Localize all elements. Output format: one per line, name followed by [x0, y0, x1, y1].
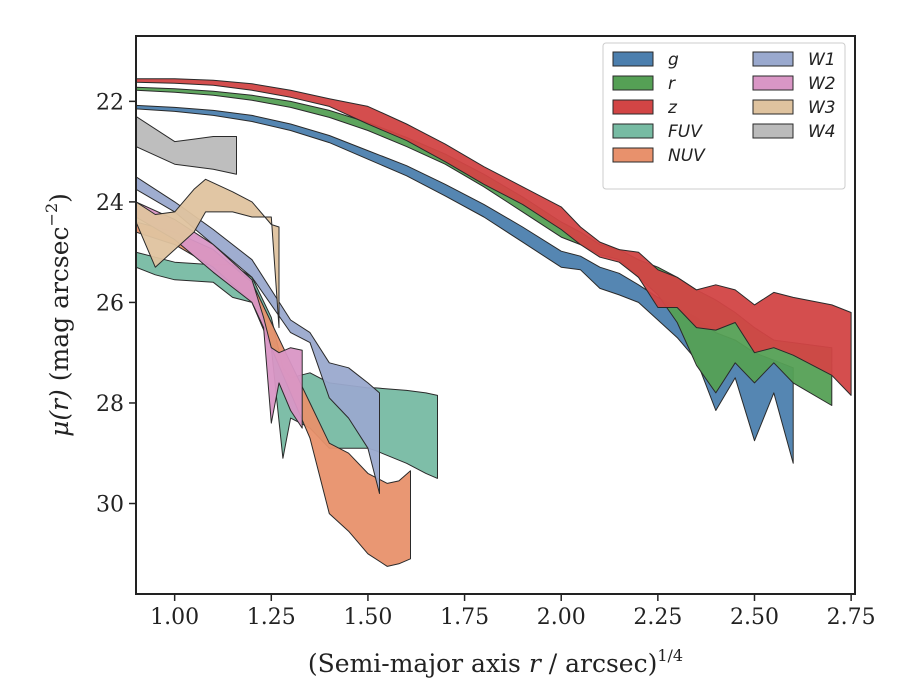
legend-label: W3 [808, 98, 836, 118]
x-tick-label: 2.50 [730, 605, 779, 630]
band-z [136, 78, 852, 396]
x-axis: 1.00 1.25 1.50 1.75 2.00 2.25 2.50 2.75 [150, 594, 876, 630]
x-tick-label: 1.75 [440, 605, 489, 630]
x-tick-label: 1.50 [343, 605, 392, 630]
legend-swatch [612, 99, 654, 115]
legend-label: W1 [808, 50, 836, 70]
legend-item-w2: W2 [752, 74, 836, 94]
legend-item-w1: W1 [752, 50, 836, 70]
legend-swatch [752, 51, 794, 67]
y-tick-label: 24 [96, 191, 124, 216]
x-tick-label: 2.25 [633, 605, 682, 630]
legend-swatch [752, 123, 794, 139]
y-tick-label: 26 [96, 291, 124, 316]
legend-swatch [752, 99, 794, 115]
band-w4 [136, 115, 237, 175]
y-axis-label: μ(r) (mag arcsec−2) [42, 193, 74, 437]
legend-label: W4 [808, 122, 836, 142]
x-tick-label: 2.00 [537, 605, 586, 630]
band-w1 [136, 176, 380, 494]
plot-frame [135, 35, 856, 595]
legend-swatch [612, 147, 654, 163]
x-tick-label: 2.75 [827, 605, 876, 630]
y-tick-label: 22 [96, 90, 124, 115]
band-g [136, 104, 794, 464]
legend-item-r: r [612, 74, 676, 94]
legend-item-fuv: FUV [612, 122, 703, 142]
y-tick-label: 28 [96, 392, 124, 417]
legend-item-w4: W4 [752, 122, 836, 142]
legend-swatch [612, 123, 654, 139]
plot-area [136, 78, 852, 567]
band-w3 [136, 178, 280, 329]
legend: grz FUV NUV W1 W2 W3 W4 [602, 42, 846, 190]
legend-label: z [667, 98, 678, 118]
legend-label: FUV [668, 122, 703, 142]
legend-swatch [612, 51, 654, 67]
y-tick-label: 30 [96, 493, 124, 518]
x-axis-label: (Semi-major axis r / arcsec)1/4 [308, 646, 683, 678]
legend-item-z: z [612, 98, 678, 118]
legend-item-nuv: NUV [612, 146, 706, 166]
legend-label: r [668, 74, 676, 94]
legend-label: g [668, 50, 679, 70]
x-tick-label: 1.00 [150, 605, 199, 630]
legend-item-g: g [612, 50, 679, 70]
legend-swatch [752, 75, 794, 91]
legend-item-w3: W3 [752, 98, 836, 118]
legend-label: NUV [668, 146, 706, 166]
y-axis: 22 24 26 28 30 [96, 90, 136, 518]
legend-swatch [612, 75, 654, 91]
x-tick-label: 1.25 [247, 605, 296, 630]
legend-label: W2 [808, 74, 836, 94]
